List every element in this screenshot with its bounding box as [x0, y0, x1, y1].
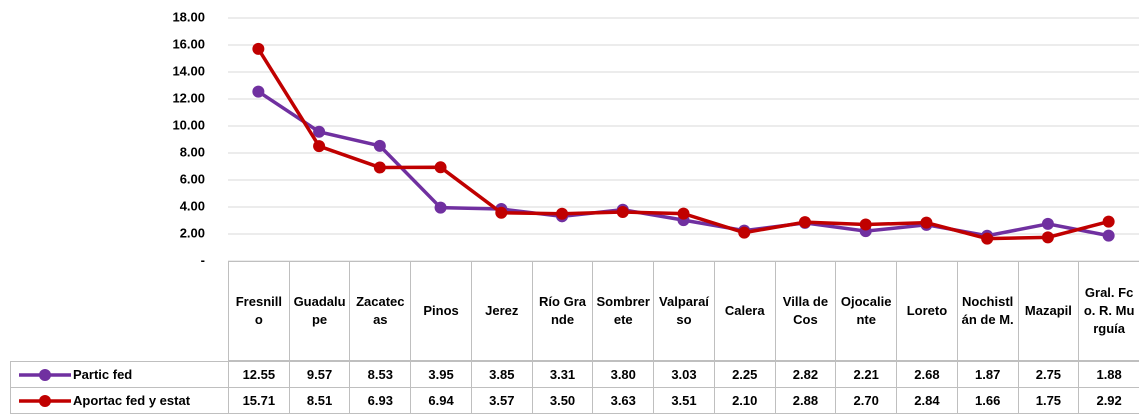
y-tick-label: 10.00 [172, 117, 205, 132]
y-tick-label: 8.00 [180, 144, 205, 159]
category-label: Sombrerete [592, 261, 655, 361]
point [252, 42, 265, 55]
category-label: Ojocaliente [835, 261, 898, 361]
category-label: Río Grande [531, 261, 594, 361]
point [616, 205, 629, 218]
point [859, 218, 872, 231]
value-label: 8.53 [349, 361, 412, 388]
category-label: Loreto [896, 261, 958, 361]
value-label: 3.57 [470, 387, 533, 414]
point [313, 140, 326, 153]
value-label: 2.70 [835, 387, 898, 414]
value-label: 2.92 [1078, 387, 1139, 414]
value-label: 3.63 [592, 387, 655, 414]
point [556, 207, 569, 220]
value-label: 1.87 [956, 361, 1019, 388]
point [495, 206, 508, 219]
point [920, 216, 933, 229]
point [981, 232, 994, 245]
value-label: 3.31 [531, 361, 594, 388]
legend-swatch [19, 395, 71, 407]
category-label: Gral. Fco. R. Murguía [1078, 261, 1139, 361]
category-label: Valparaíso [653, 261, 715, 361]
value-label: 2.82 [774, 361, 837, 388]
value-label: 6.94 [410, 387, 472, 414]
y-tick-label: 18.00 [172, 9, 205, 24]
point [1041, 217, 1054, 230]
legend-entry: Aportac fed y estat [10, 387, 229, 414]
point [798, 216, 811, 229]
category-label: Guadalupe [288, 261, 351, 361]
value-label: 3.80 [592, 361, 655, 388]
value-label: 2.68 [896, 361, 958, 388]
value-label: 1.88 [1078, 361, 1139, 388]
point [1102, 215, 1115, 228]
category-label: Jerez [470, 261, 533, 361]
value-label: 3.85 [470, 361, 533, 388]
y-tick-label: 12.00 [172, 90, 205, 105]
point [677, 207, 690, 220]
value-label: 3.51 [653, 387, 715, 414]
value-label: 3.03 [653, 361, 715, 388]
value-label: 8.51 [288, 387, 351, 414]
point [252, 85, 265, 98]
point [373, 161, 386, 174]
value-label: 15.71 [228, 387, 290, 414]
y-tick-label: 14.00 [172, 63, 205, 78]
value-label: 3.95 [410, 361, 472, 388]
value-label: 2.75 [1017, 361, 1080, 388]
value-label: 2.10 [713, 387, 776, 414]
category-label: Nochistlán de M. [956, 261, 1019, 361]
legend-marker [39, 369, 51, 381]
value-label: 1.66 [956, 387, 1019, 414]
legend-swatch [19, 369, 71, 381]
point [313, 125, 326, 138]
y-tick-label: 6.00 [180, 171, 205, 186]
category-label: Fresnillo [228, 261, 290, 361]
point [738, 226, 751, 239]
category-label: Pinos [410, 261, 472, 361]
value-label: 6.93 [349, 387, 412, 414]
y-tick-label: 2.00 [180, 225, 205, 240]
category-label: Zacatecas [349, 261, 412, 361]
value-label: 9.57 [288, 361, 351, 388]
y-tick-label: 16.00 [172, 36, 205, 51]
point [434, 201, 447, 214]
category-label: Mazapil [1017, 261, 1080, 361]
point [434, 161, 447, 174]
value-label: 2.25 [713, 361, 776, 388]
category-label: Villa de Cos [774, 261, 837, 361]
value-label: 2.21 [835, 361, 898, 388]
value-label: 1.75 [1017, 387, 1080, 414]
value-label: 2.84 [896, 387, 958, 414]
value-label: 12.55 [228, 361, 290, 388]
point [1041, 231, 1054, 244]
legend-marker [39, 395, 51, 407]
category-label: Calera [713, 261, 776, 361]
y-tick-label: - [201, 252, 205, 267]
point [373, 139, 386, 152]
value-label: 2.88 [774, 387, 837, 414]
y-tick-label: 4.00 [180, 198, 205, 213]
value-label: 3.50 [531, 387, 594, 414]
point [1102, 229, 1115, 242]
legend-entry: Partic fed [10, 361, 229, 388]
